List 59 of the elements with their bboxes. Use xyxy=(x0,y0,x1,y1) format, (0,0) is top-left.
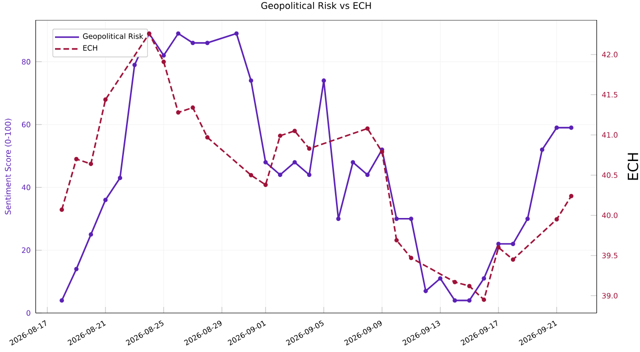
point xyxy=(60,208,64,212)
point xyxy=(510,242,516,246)
point xyxy=(74,266,79,272)
chart-title: Geopolitical Risk vs ECH xyxy=(261,2,371,11)
point xyxy=(103,97,108,102)
point xyxy=(103,198,108,202)
point xyxy=(278,134,282,138)
point xyxy=(292,160,297,164)
point xyxy=(540,148,544,152)
point xyxy=(408,216,414,221)
point xyxy=(278,172,282,177)
point xyxy=(263,160,268,164)
point xyxy=(162,53,166,58)
point xyxy=(452,298,457,303)
point xyxy=(190,40,195,46)
point xyxy=(569,194,574,198)
point xyxy=(88,232,94,237)
point xyxy=(408,256,414,260)
point xyxy=(162,60,166,64)
point xyxy=(380,150,384,154)
point xyxy=(394,216,399,221)
point xyxy=(234,31,239,36)
y2-axis-title: ECH xyxy=(628,153,638,180)
point xyxy=(205,40,210,46)
point xyxy=(307,146,312,151)
point xyxy=(365,172,370,177)
point xyxy=(292,128,297,134)
point xyxy=(554,217,559,222)
point xyxy=(132,62,137,68)
point xyxy=(263,182,268,187)
point xyxy=(88,162,94,166)
point xyxy=(248,78,254,83)
point xyxy=(307,172,312,177)
point xyxy=(190,105,195,110)
point xyxy=(438,276,442,281)
point xyxy=(452,280,457,284)
point xyxy=(60,298,64,303)
point xyxy=(350,160,356,164)
point xyxy=(336,216,341,221)
point xyxy=(205,135,210,140)
point xyxy=(510,257,516,262)
point xyxy=(482,276,486,281)
point xyxy=(176,110,180,115)
point xyxy=(482,298,486,302)
point xyxy=(525,216,530,221)
point xyxy=(322,78,326,83)
point xyxy=(424,288,428,294)
point xyxy=(496,242,501,246)
point xyxy=(467,284,472,288)
point xyxy=(467,298,472,303)
point xyxy=(176,31,180,36)
point xyxy=(394,238,399,242)
point xyxy=(496,245,501,250)
point xyxy=(554,126,559,130)
point xyxy=(74,156,79,162)
point xyxy=(365,126,370,131)
point xyxy=(248,172,254,178)
point xyxy=(569,126,574,130)
point xyxy=(118,176,122,180)
